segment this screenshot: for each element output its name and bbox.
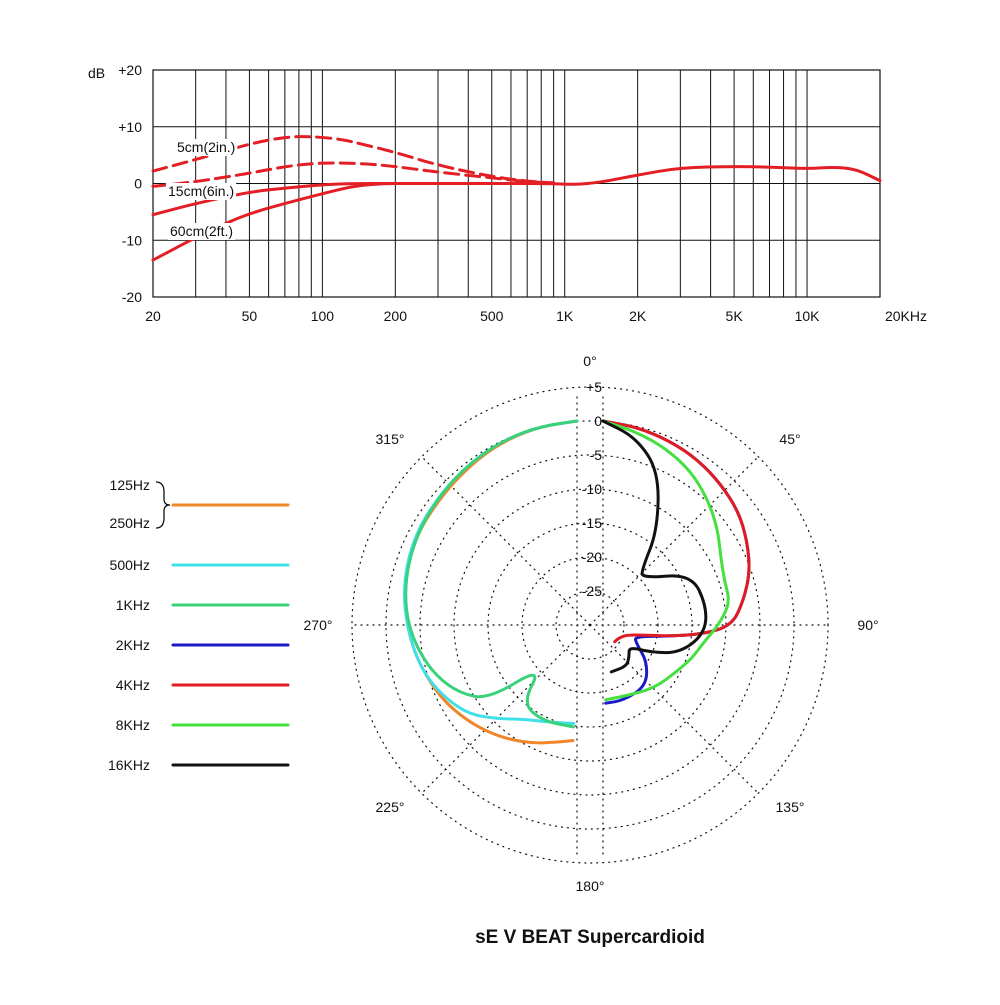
frequency-y-tick-label: +20 xyxy=(118,62,142,78)
polar-grid-ring xyxy=(521,556,659,694)
polar-angle-labels: 0° 45° 90° 135° 180° 225° 270° 315° xyxy=(304,353,879,894)
frequency-series-label: 5cm(2in.) xyxy=(177,139,235,155)
polar-angle-label: 315° xyxy=(376,431,405,447)
polar-pattern-chart: +5 0 -5 -10 -15 -20 -25 0° 45° 90° 135° 180° 225° 27… xyxy=(304,353,879,894)
frequency-x-tick-label: 2K xyxy=(629,308,647,324)
polar-radius-tick-label: -15 xyxy=(582,515,602,531)
legend-brace xyxy=(155,481,171,529)
frequency-y-ticks: +20 +10 0 -10 -20 xyxy=(118,62,142,305)
polar-grid-ring xyxy=(419,454,761,796)
legend-label: 500Hz xyxy=(110,557,150,573)
frequency-x-tick-label: 100 xyxy=(311,308,335,324)
polar-radius-tick-label: -20 xyxy=(582,549,602,565)
frequency-x-tick-label: 10K xyxy=(795,308,821,324)
polar-angle-label: 45° xyxy=(779,431,800,447)
polar-angle-label: 0° xyxy=(583,353,596,369)
polar-grid-spoke xyxy=(589,456,759,626)
frequency-series-label: 15cm(6in.) xyxy=(168,183,234,199)
polar-angle-label: 180° xyxy=(576,878,605,894)
frequency-x-tick-label: 20 xyxy=(145,308,161,324)
frequency-plot-frame xyxy=(152,69,881,298)
polar-series-line xyxy=(601,419,730,702)
polar-grid-spoke xyxy=(589,624,759,794)
polar-series-group xyxy=(402,419,751,745)
frequency-y-tick-label: 0 xyxy=(134,176,142,192)
frequency-response-chart: +20 +10 0 -10 -20 20 50 100 200 500 1K 2K 5K 10K 20KH… xyxy=(88,62,927,324)
polar-angle-label: 225° xyxy=(376,799,405,815)
polar-grid-spoke xyxy=(421,456,591,626)
polar-series-line xyxy=(601,419,751,705)
frequency-x-ticks: 20 50 100 200 500 1K 2K 5K 10K 20KHz xyxy=(145,308,927,324)
polar-grid-ring xyxy=(351,386,829,864)
legend-label: 2KHz xyxy=(116,637,150,653)
frequency-series-label-bg xyxy=(175,139,238,156)
frequency-series-label-bg xyxy=(166,183,237,200)
legend-label: 16KHz xyxy=(108,757,150,773)
frequency-x-tick-label: 50 xyxy=(242,308,258,324)
chart-title: sE V BEAT Supercardioid xyxy=(475,927,705,948)
frequency-y-axis-label: dB xyxy=(88,65,105,81)
polar-series-line xyxy=(601,419,751,644)
polar-angle-label: 90° xyxy=(857,617,878,633)
polar-radius-tick-label: -5 xyxy=(590,447,603,463)
polar-radius-tick-label: 0 xyxy=(594,413,602,429)
frequency-x-tick-label: 1K xyxy=(556,308,574,324)
polar-angle-label: 270° xyxy=(304,617,333,633)
polar-radius-tick-label: -25 xyxy=(582,583,602,599)
frequency-series-label: 60cm(2ft.) xyxy=(170,223,233,239)
frequency-series-label-bg xyxy=(168,223,236,240)
frequency-series-group xyxy=(151,135,882,262)
legend-label: 8KHz xyxy=(116,717,150,733)
polar-series-line xyxy=(601,419,708,674)
frequency-series-labels: 5cm(2in.) 15cm(6in.) 60cm(2ft.) xyxy=(166,139,238,240)
frequency-x-tick-label: 20KHz xyxy=(885,308,927,324)
polar-series-line xyxy=(402,419,579,725)
frequency-x-tick-label: 200 xyxy=(384,308,408,324)
polar-angle-label: 135° xyxy=(776,799,805,815)
polar-radius-tick-label: -10 xyxy=(582,481,602,497)
legend-label: 250Hz xyxy=(110,515,150,531)
polar-grid-spoke xyxy=(421,624,591,794)
legend-label: 4KHz xyxy=(116,677,150,693)
frequency-series-line xyxy=(151,161,556,188)
frequency-x-tick-label: 500 xyxy=(480,308,504,324)
polar-series-line xyxy=(404,419,579,729)
frequency-y-tick-label: -10 xyxy=(122,232,142,248)
polar-grid-ring xyxy=(555,590,625,660)
frequency-y-tick-label: -20 xyxy=(122,289,142,305)
polar-radius-tick-label: +5 xyxy=(586,379,602,395)
legend-label: 125Hz xyxy=(110,477,150,493)
legend-label: 1KHz xyxy=(116,597,150,613)
frequency-series-line xyxy=(151,182,397,262)
frequency-x-tick-label: 5K xyxy=(726,308,744,324)
frequency-series-line xyxy=(151,165,882,217)
frequency-y-tick-label: +10 xyxy=(118,119,142,135)
polar-radius-ticks: +5 0 -5 -10 -15 -20 -25 xyxy=(582,379,602,599)
polar-legend: 125Hz 250Hz 500Hz 1KHz 2KHz 4KHz 8KHz 16KHz xyxy=(108,477,290,773)
